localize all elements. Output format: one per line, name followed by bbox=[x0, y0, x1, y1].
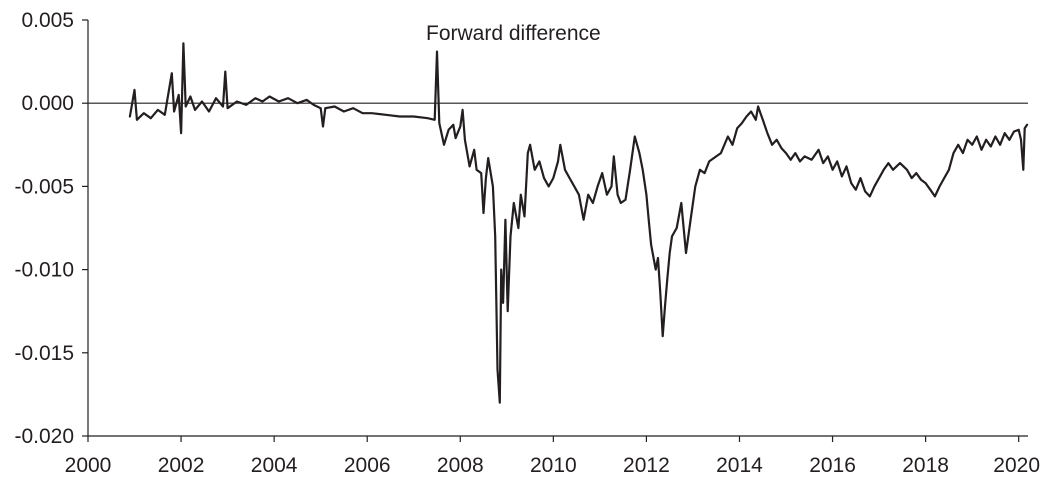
x-tick-label: 2018 bbox=[902, 454, 949, 477]
x-tick-label: 2002 bbox=[158, 454, 205, 477]
x-ticks: 2000 2002 2004 2006 2008 2010 2012 2014 2016 2018… bbox=[65, 436, 1040, 477]
axes bbox=[87, 20, 1028, 437]
y-tick-label: 0.005 bbox=[21, 9, 74, 32]
x-tick-label: 2014 bbox=[716, 454, 763, 477]
x-tick-label: 2008 bbox=[437, 454, 484, 477]
x-tick-label: 2020 bbox=[993, 454, 1040, 477]
y-tick-label: -0.015 bbox=[14, 342, 74, 365]
x-tick-label: 2000 bbox=[65, 454, 112, 477]
y-tick-label: -0.020 bbox=[14, 425, 74, 448]
y-tick-label: 0.000 bbox=[21, 92, 74, 115]
x-tick-label: 2004 bbox=[251, 454, 298, 477]
y-tick-label: -0.005 bbox=[14, 175, 74, 198]
x-tick-label: 2010 bbox=[530, 454, 577, 477]
y-tick-label: -0.010 bbox=[14, 259, 74, 282]
x-tick-label: 2012 bbox=[623, 454, 670, 477]
x-tick-label: 2016 bbox=[809, 454, 856, 477]
x-tick-label: 2006 bbox=[344, 454, 391, 477]
chart-title: Forward difference bbox=[426, 22, 601, 45]
y-ticks: 0.005 0.000 -0.005 -0.010 -0.015 -0.020 bbox=[14, 9, 88, 448]
series-line bbox=[128, 42, 1029, 404]
